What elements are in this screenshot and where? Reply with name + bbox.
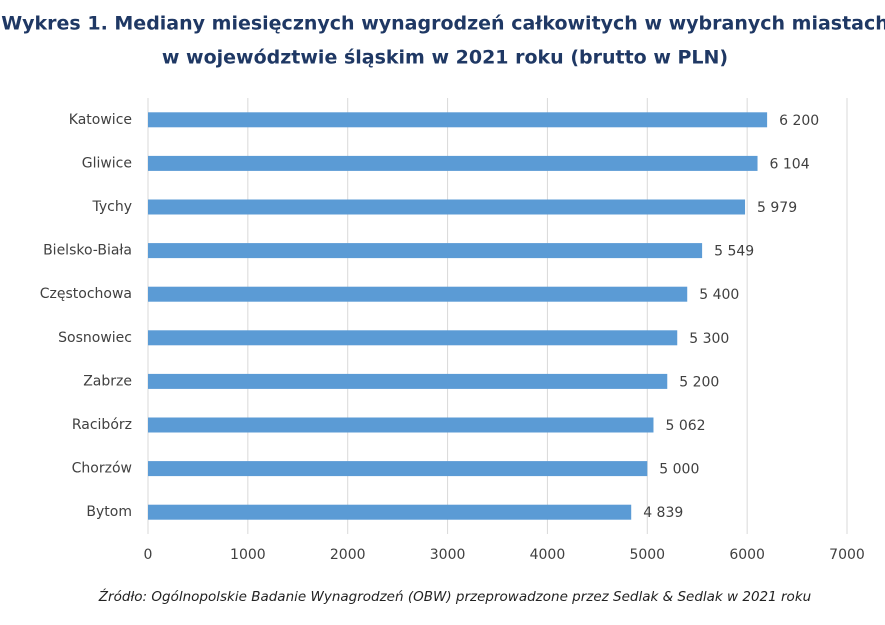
x-tick-label: 1000 [230, 547, 266, 563]
chart-title: w województwie śląskim w 2021 roku (brut… [162, 47, 728, 69]
x-tick-label: 2000 [330, 547, 366, 563]
bar [148, 417, 654, 433]
y-tick-label: Katowice [69, 112, 132, 128]
y-tick-label: Chorzów [72, 461, 132, 477]
bar [148, 504, 632, 520]
x-tick-label: 6000 [729, 547, 765, 563]
y-tick-label: Częstochowa [40, 286, 132, 302]
x-tick-label: 4000 [530, 547, 566, 563]
bar [148, 373, 668, 389]
x-tick-label: 3000 [430, 547, 466, 563]
value-label: 5 062 [665, 418, 705, 434]
y-tick-label: Zabrze [83, 373, 132, 389]
x-tick-label: 5000 [629, 547, 665, 563]
y-tick-label: Gliwice [82, 155, 132, 171]
value-label: 5 000 [659, 462, 699, 478]
value-label: 6 200 [779, 113, 819, 129]
bar [148, 112, 768, 128]
y-tick-label: Sosnowiec [58, 330, 132, 346]
source-note: Źródło: Ogólnopolskie Badanie Wynagrodze… [98, 587, 811, 605]
chart-title: Wykres 1. Mediany miesięcznych wynagrodz… [1, 13, 885, 35]
value-label: 5 200 [679, 374, 719, 390]
value-label: 6 104 [770, 156, 810, 172]
x-tick-label: 0 [144, 547, 153, 563]
value-label: 4 839 [643, 505, 683, 521]
bar [148, 155, 758, 171]
value-label: 5 300 [689, 331, 729, 347]
value-label: 5 979 [757, 200, 797, 216]
bar [148, 461, 648, 477]
y-tick-label: Tychy [91, 199, 132, 215]
bar [148, 243, 703, 259]
y-tick-label: Racibórz [72, 417, 132, 433]
y-tick-label: Bytom [86, 504, 132, 520]
bar [148, 330, 678, 346]
bar [148, 286, 688, 302]
bar [148, 199, 746, 215]
y-tick-label: Bielsko-Biała [43, 243, 132, 259]
x-tick-label: 7000 [829, 547, 865, 563]
value-label: 5 549 [714, 244, 754, 260]
value-label: 5 400 [699, 287, 739, 303]
